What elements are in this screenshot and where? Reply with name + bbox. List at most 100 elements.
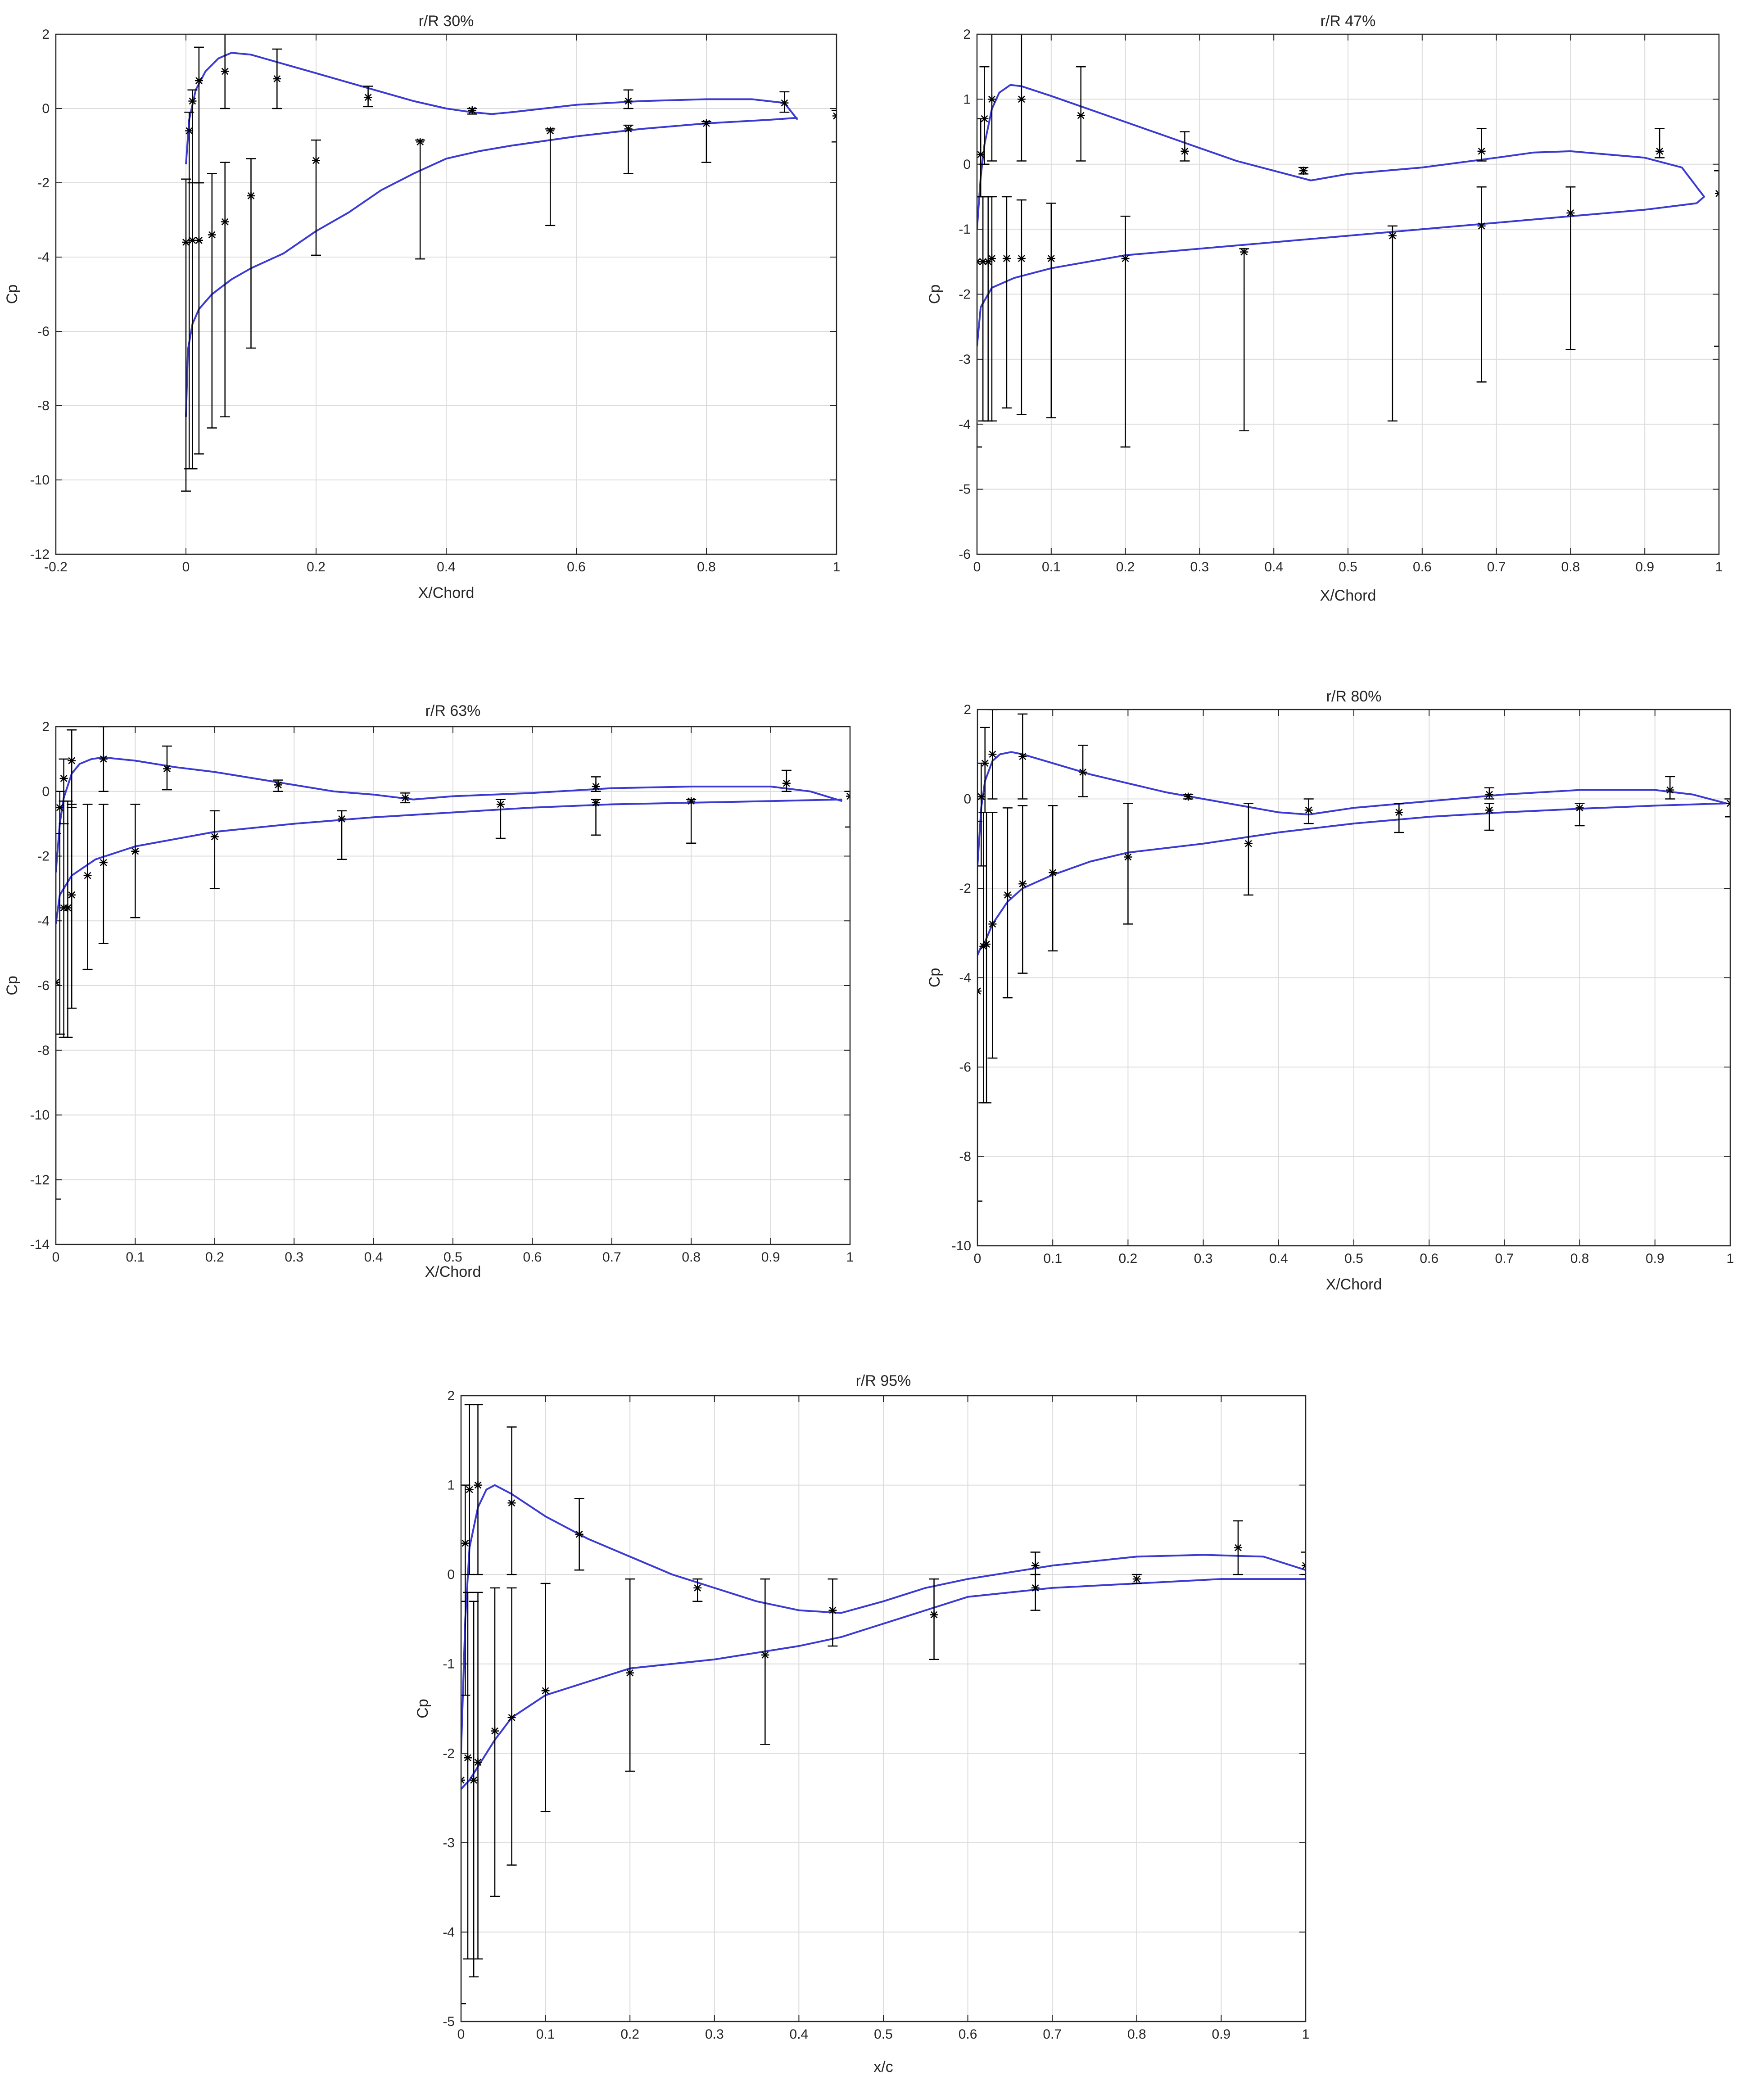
x-tick-label: 0.8 <box>1127 2027 1146 2042</box>
data-point-mark <box>364 94 372 101</box>
data-point-mark <box>402 794 409 802</box>
y-tick-label: -12 <box>30 547 50 562</box>
y-tick-label: -4 <box>959 417 971 432</box>
x-tick-label: 0.3 <box>705 2027 724 2042</box>
data-point-mark <box>182 239 190 246</box>
x-tick-label: 0.2 <box>1116 560 1135 574</box>
data-point-mark <box>84 872 91 879</box>
data-point-mark <box>312 157 320 164</box>
axes-box <box>55 726 851 1245</box>
data-point-mark <box>1567 209 1574 217</box>
data-point-mark <box>833 112 837 117</box>
x-tick-label: 0.8 <box>1570 1251 1589 1266</box>
data-point-mark <box>466 1486 473 1493</box>
x-tick-label: 0.1 <box>1042 560 1061 574</box>
y-tick-label: -5 <box>443 2014 455 2029</box>
data-point-mark <box>68 757 76 764</box>
cp-curve-upper <box>977 751 1727 866</box>
y-tick-label: -2 <box>959 287 971 302</box>
data-point-mark <box>1478 222 1485 230</box>
data-point-mark <box>1576 804 1583 812</box>
y-tick-label: -6 <box>37 324 50 339</box>
data-layer <box>461 1404 1306 2004</box>
data-point-mark <box>416 138 424 146</box>
data-point-mark <box>468 107 476 114</box>
x-tick-label: 0.2 <box>307 560 326 574</box>
data-point-mark <box>688 797 695 805</box>
cp-curve-lower <box>185 117 798 417</box>
data-point-mark <box>1395 809 1403 816</box>
data-point-mark <box>977 151 985 158</box>
y-tick-label: -3 <box>443 1836 455 1850</box>
y-tick-label: -4 <box>959 971 971 986</box>
data-point-mark <box>626 1669 634 1677</box>
data-point-mark <box>1077 112 1085 119</box>
data-point-mark <box>1019 880 1027 887</box>
data-point-mark <box>1656 147 1664 155</box>
y-tick-label: 2 <box>42 719 50 734</box>
y-tick-label: -6 <box>959 547 971 562</box>
data-point-mark <box>1302 1565 1306 1569</box>
data-point-mark <box>988 255 995 262</box>
data-point-mark <box>1004 891 1011 899</box>
axes-box <box>55 33 837 555</box>
data-point-mark <box>221 218 229 226</box>
x-tick-label: 0 <box>457 2027 465 2042</box>
x-tick-label: 0.4 <box>1264 560 1283 574</box>
data-point-mark <box>1018 95 1025 103</box>
x-axis-label: x/c <box>873 2058 893 2076</box>
data-point-mark <box>56 978 59 983</box>
y-tick-label: -4 <box>37 914 50 928</box>
x-tick-label: 0.2 <box>1119 1251 1138 1266</box>
y-tick-label: -6 <box>37 978 50 993</box>
data-point-mark <box>989 920 996 928</box>
data-point-mark <box>1124 853 1132 861</box>
x-tick-label: 1 <box>833 560 841 574</box>
data-point-mark <box>592 799 600 806</box>
data-point-mark <box>497 801 504 808</box>
x-tick-label: 0.3 <box>1194 1251 1213 1266</box>
chart-title: r/R 63% <box>425 702 481 719</box>
data-point-mark <box>1727 802 1730 807</box>
x-tick-label: 0.1 <box>126 1250 145 1265</box>
data-point-mark <box>1018 255 1025 262</box>
data-point-mark <box>977 258 981 263</box>
x-tick-label: 0.9 <box>1635 560 1654 574</box>
x-tick-label: 0 <box>974 1251 982 1266</box>
x-tick-label: 0 <box>973 560 981 574</box>
x-tick-label: 0.7 <box>1043 2027 1062 2042</box>
data-point-mark <box>1003 255 1010 262</box>
y-axis-label: Cp <box>926 968 943 987</box>
data-point-mark <box>189 97 196 105</box>
data-point-mark <box>247 192 255 199</box>
data-point-mark <box>977 987 981 992</box>
data-point-mark <box>1486 806 1493 814</box>
data-point-mark <box>833 115 837 120</box>
data-point-mark <box>461 1776 465 1781</box>
data-layer <box>181 34 837 492</box>
axes-box <box>976 33 1720 555</box>
x-tick-label: 0.4 <box>1269 1251 1288 1266</box>
x-axis-label: X/Chord <box>1326 1276 1382 1293</box>
data-point-mark <box>977 990 981 995</box>
x-tick-label: 0.6 <box>523 1250 542 1265</box>
data-layer <box>977 710 1730 1202</box>
axes-box <box>977 709 1731 1247</box>
data-point-mark <box>829 1606 837 1614</box>
data-point-mark <box>846 795 850 800</box>
y-axis-label: Cp <box>4 285 21 304</box>
data-point-mark <box>474 1481 482 1489</box>
data-point-mark <box>1666 786 1674 794</box>
data-point-mark <box>1019 753 1027 760</box>
y-tick-label: -8 <box>959 1149 971 1164</box>
y-tick-label: -1 <box>959 222 971 237</box>
cp-curve-upper <box>461 1484 1306 1754</box>
y-tick-label: 2 <box>963 27 971 42</box>
y-tick-label: -3 <box>959 352 971 367</box>
x-tick-label: 0.6 <box>959 2027 977 2042</box>
data-point-mark <box>64 904 72 912</box>
x-tick-label: 0.5 <box>1339 560 1357 574</box>
data-point-mark <box>338 815 345 823</box>
data-point-mark <box>508 1714 516 1721</box>
x-tick-label: 0.7 <box>602 1250 621 1265</box>
